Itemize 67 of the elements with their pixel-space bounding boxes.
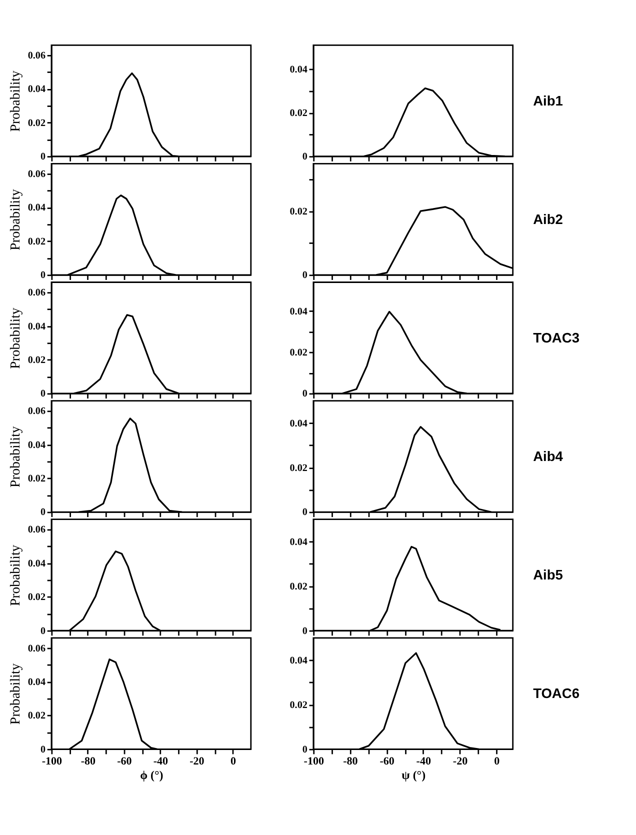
- y-tick-label: 0.02: [28, 710, 46, 722]
- text: Aib4: [533, 449, 564, 464]
- y-axis-title: Probability: [8, 189, 23, 250]
- x-tick-label: -20: [452, 755, 468, 768]
- y-tick-label: 0: [40, 626, 46, 637]
- y-tick-label: 0.04: [28, 440, 46, 451]
- x-tick-label: -100: [304, 755, 324, 768]
- y-tick-label: 0.06: [28, 406, 46, 418]
- y-tick-label: 0.04: [290, 418, 308, 430]
- y-tick-label: 0.04: [28, 202, 46, 214]
- x-tick-label: 0: [230, 755, 236, 768]
- y-tick-label: 0.02: [290, 108, 308, 119]
- y-tick-label: 0.02: [290, 206, 308, 218]
- y-tick-label: 0.04: [28, 676, 46, 688]
- x-tick-label: 0: [494, 755, 500, 768]
- x-axis-title: ϕ (°): [140, 768, 164, 782]
- x-tick-label: -60: [380, 755, 395, 768]
- y-tick-label: 0: [302, 388, 308, 400]
- y-tick-label: 0.02: [28, 118, 46, 129]
- y-tick-label: 0.02: [28, 354, 46, 366]
- x-tick-label: -60: [117, 755, 132, 768]
- text: TOAC6: [533, 686, 580, 702]
- text: Aib1: [533, 93, 564, 108]
- y-tick-label: 0: [302, 744, 308, 756]
- y-tick-label: 0.02: [28, 592, 46, 604]
- text: Aib5: [533, 568, 564, 583]
- y-tick-label: 0.04: [290, 306, 308, 318]
- y-axis-title: Probability: [8, 663, 23, 725]
- y-tick-label: 0: [40, 507, 46, 518]
- x-tick-label: -20: [190, 755, 205, 768]
- y-tick-label: 0: [302, 152, 308, 163]
- y-tick-label: 0.06: [28, 288, 46, 299]
- y-axis-title: Probability: [8, 308, 23, 369]
- x-tick-label: -40: [153, 755, 169, 768]
- y-tick-label: 0: [40, 388, 46, 400]
- y-axis-title: Probability: [8, 544, 23, 606]
- y-tick-label: 0.04: [28, 321, 46, 332]
- y-tick-label: 0.02: [28, 474, 46, 485]
- y-tick-label: 0.02: [290, 347, 308, 358]
- y-tick-label: 0.02: [290, 581, 308, 592]
- y-tick-label: 0: [302, 270, 308, 282]
- y-tick-label: 0: [302, 626, 308, 637]
- y-tick-label: 0.06: [28, 50, 46, 62]
- y-tick-label: 0.06: [28, 524, 46, 536]
- text: TOAC3: [533, 330, 580, 346]
- y-tick-label: 0.02: [290, 462, 308, 474]
- y-tick-label: 0.04: [28, 558, 46, 570]
- x-axis-title: ψ (°): [402, 768, 426, 782]
- y-tick-label: 0.06: [28, 643, 46, 654]
- y-tick-label: 0.04: [290, 655, 308, 666]
- y-axis-title: Probability: [8, 426, 23, 488]
- y-tick-label: 0.02: [290, 700, 308, 711]
- y-tick-label: 0.04: [290, 64, 308, 76]
- text: Aib2: [533, 212, 564, 227]
- y-tick-label: 0: [302, 507, 308, 518]
- y-tick-label: 0: [40, 270, 46, 282]
- x-tick-label: -80: [343, 755, 358, 768]
- y-axis-title: Probability: [8, 70, 23, 132]
- x-tick-label: -40: [416, 755, 432, 768]
- y-tick-label: 0: [40, 152, 46, 163]
- x-tick-label: -100: [42, 755, 63, 768]
- y-tick-label: 0: [40, 744, 46, 756]
- y-tick-label: 0.02: [28, 236, 46, 248]
- x-tick-label: -80: [80, 755, 96, 768]
- y-tick-label: 0.04: [28, 84, 46, 96]
- y-tick-label: 0.06: [28, 169, 46, 180]
- y-tick-label: 0.04: [290, 536, 308, 548]
